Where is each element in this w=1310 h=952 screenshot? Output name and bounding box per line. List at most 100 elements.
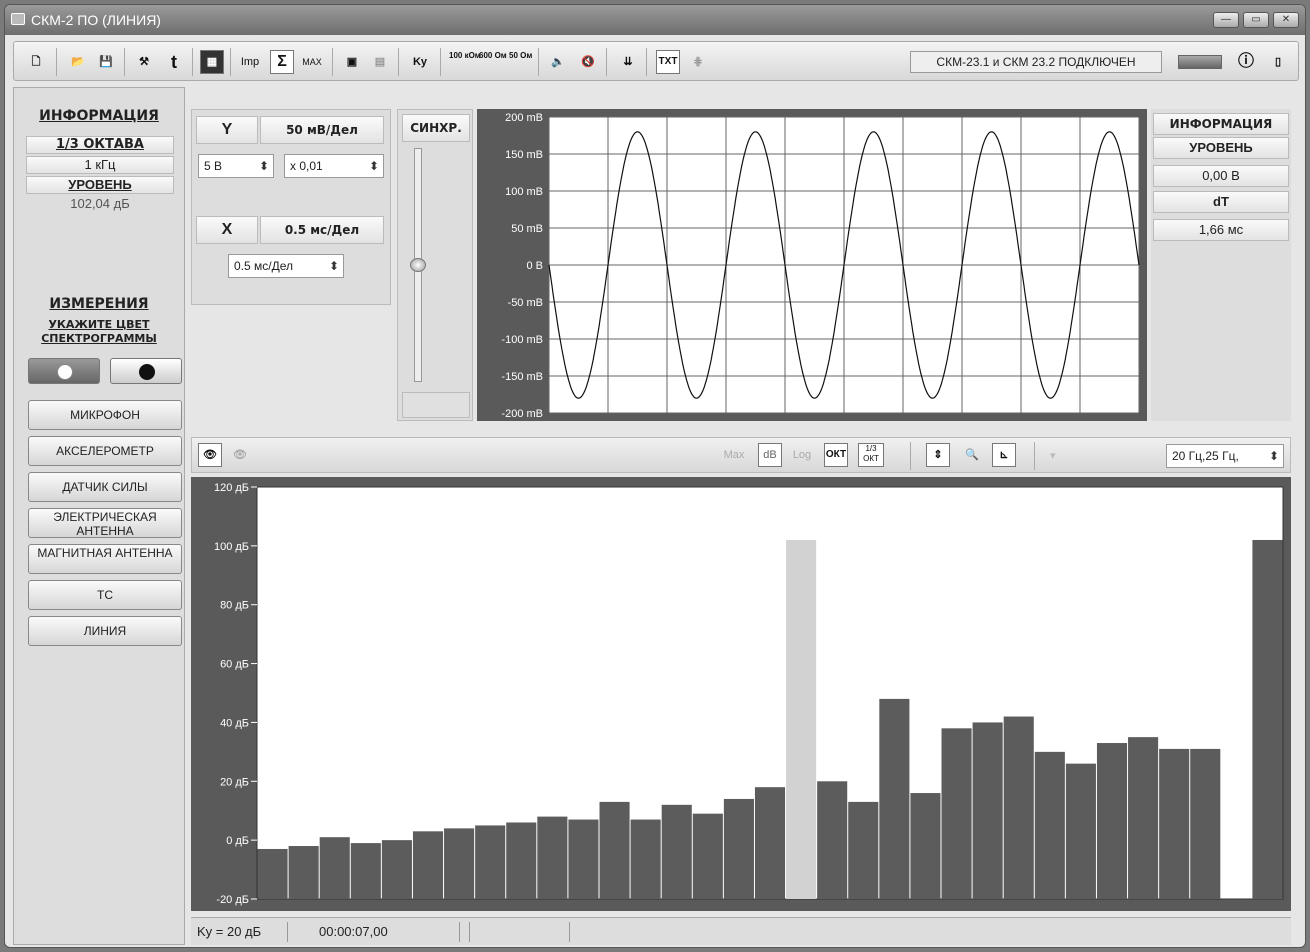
- signal-icon[interactable]: ⋕: [693, 56, 703, 68]
- scope-y-tick-label: -100 mB: [501, 334, 543, 346]
- open-folder-icon[interactable]: 📂: [71, 56, 85, 68]
- right-info-title: ИНФОРМАЦИЯ: [1153, 113, 1289, 135]
- scale-panel: Y 50 мВ/Дел 5 В x 0,01 X 0.5 мс/Дел 0.5 …: [191, 109, 391, 305]
- save-icon[interactable]: 💾: [99, 56, 113, 68]
- app-window: СКМ-2 ПО (ЛИНИЯ) — ▭ ✕ 🗋 📂 💾 ⚒ t ▦ Imp Σ…: [4, 4, 1306, 948]
- close-button[interactable]: ✕: [1273, 12, 1299, 28]
- spectrum-y-tick-label: 60 дБ: [220, 659, 249, 671]
- scope-y-tick-label: 150 mB: [505, 149, 543, 161]
- spectrum-area[interactable]: 120 дБ 100 дБ 80 дБ 60 дБ 40 дБ 20 дБ 0 дБ -20 …: [191, 477, 1291, 911]
- db-button[interactable]: dB: [758, 443, 782, 467]
- speaker-on-icon[interactable]: 🔈: [551, 56, 565, 68]
- t-mode-icon[interactable]: t: [171, 52, 177, 72]
- spectrum-bar: [1003, 716, 1034, 899]
- y-range-select[interactable]: 5 В: [198, 154, 274, 178]
- sigma-button[interactable]: Σ: [270, 50, 294, 74]
- spectrum-bar: [1128, 737, 1159, 899]
- scope-y-tick-label: 50 mB: [511, 223, 543, 235]
- spectrum-bar: [848, 801, 879, 899]
- title-bar: СКМ-2 ПО (ЛИНИЯ) — ▭ ✕: [5, 5, 1305, 35]
- spectrum-bar: [537, 816, 568, 899]
- ky-button[interactable]: Ky: [412, 56, 428, 68]
- spectrum-bar: [1159, 748, 1190, 899]
- vertical-scale-icon[interactable]: ⇕: [926, 443, 950, 467]
- spectrum-max-button[interactable]: Max: [723, 449, 745, 461]
- info-icon[interactable]: ⓘ: [1237, 53, 1254, 70]
- frequency-select[interactable]: 20 Гц,25 Гц,: [1166, 444, 1284, 468]
- source-line-button[interactable]: ЛИНИЯ: [28, 616, 182, 646]
- spectrum-chart: 120 дБ 100 дБ 80 дБ 60 дБ 40 дБ 20 дБ 0 дБ -20 …: [214, 482, 1284, 906]
- sync-slider-handle[interactable]: [410, 258, 426, 272]
- scope-y-tick-label: -50 mB: [508, 297, 543, 309]
- x-scale-label: 0.5 мс/Дел: [260, 216, 384, 244]
- y-multiplier-select[interactable]: x 0,01: [284, 154, 384, 178]
- source-force-sensor-button[interactable]: ДАТЧИК СИЛЫ: [28, 472, 182, 502]
- source-microphone-button[interactable]: МИКРОФОН: [28, 400, 182, 430]
- scope-y-tick-label: 0 B: [526, 260, 543, 272]
- source-electric-antenna-button[interactable]: ЭЛЕКТРИЧЕСКАЯ АНТЕННА: [28, 508, 182, 538]
- scope-y-tick-label: 100 mB: [505, 186, 543, 198]
- app-icon: [11, 13, 25, 25]
- scope-y-tick-label: -150 mB: [501, 371, 543, 383]
- source-ts-button[interactable]: ТС: [28, 580, 182, 610]
- new-file-icon[interactable]: 🗋: [31, 56, 41, 68]
- level-value: 102,04 дБ: [70, 196, 130, 211]
- right-info-panel: ИНФОРМАЦИЯ УРОВЕНЬ 0,00 В dT 1,66 мс: [1151, 109, 1291, 421]
- download-icon[interactable]: ⇊: [623, 56, 633, 68]
- x-scale-select[interactable]: 0.5 мс/Дел: [228, 254, 344, 278]
- x-axis-label: X: [196, 216, 258, 244]
- export-icon[interactable]: ▤: [374, 56, 386, 68]
- max-button[interactable]: MAX: [302, 57, 322, 67]
- spectrum-bar: [910, 793, 941, 899]
- spectrum-bar: [412, 831, 444, 899]
- oscilloscope-icon[interactable]: ▦: [200, 50, 224, 74]
- speaker-mute-icon[interactable]: 🔇: [581, 56, 595, 68]
- eye-disabled-icon[interactable]: 👁: [233, 449, 247, 461]
- screen-icon[interactable]: ▣: [346, 56, 358, 68]
- color-dark-button[interactable]: [110, 358, 182, 384]
- spectrum-bar: [754, 787, 786, 899]
- spectrum-bar: [723, 798, 754, 899]
- zoom-icon[interactable]: 🔍: [965, 449, 979, 461]
- axes-icon[interactable]: ⊾: [992, 443, 1016, 467]
- spectrum-bar: [1065, 763, 1096, 899]
- oscilloscope-area[interactable]: 200 mB 150 mB 100 mB 50 mB 0 B -50 mB -100 mB -…: [477, 109, 1147, 421]
- source-magnetic-antenna-button[interactable]: МАГНИТНАЯ АНТЕННА: [28, 544, 182, 574]
- oscilloscope-chart: 200 mB 150 mB 100 mB 50 mB 0 B -50 mB -100 mB -…: [501, 112, 1140, 420]
- spectrum-bar: [1096, 743, 1128, 899]
- sync-label: СИНХР.: [402, 114, 470, 142]
- status-bar: Ky = 20 дБ 00:00:07,00: [191, 917, 1291, 945]
- spectrum-y-tick-label: 100 дБ: [214, 541, 249, 553]
- ohm600-button[interactable]: 600 Ом: [479, 51, 507, 60]
- color-light-button[interactable]: [28, 358, 100, 384]
- log-button[interactable]: Log: [792, 449, 812, 461]
- spectrum-y-tick-label: 80 дБ: [220, 600, 249, 612]
- minimize-button[interactable]: —: [1213, 12, 1239, 28]
- spectrum-y-tick-label: -20 дБ: [216, 894, 249, 906]
- spectrum-bar: [786, 539, 817, 899]
- spectrum-bar: [319, 837, 350, 899]
- maximize-button[interactable]: ▭: [1243, 12, 1269, 28]
- spectrum-bar: [941, 728, 972, 899]
- txt-button[interactable]: TXT: [656, 50, 680, 74]
- octave-value: 1 кГц: [26, 156, 174, 174]
- ohm100-button[interactable]: 100 кОм: [449, 51, 481, 60]
- right-level-value: 0,00 В: [1153, 165, 1289, 187]
- tools-icon[interactable]: ⚒: [139, 56, 149, 68]
- sync-value-box: [402, 392, 470, 418]
- device-icon[interactable]: ▯: [1274, 56, 1282, 68]
- color-hint-2: СПЕКТРОГРАММЫ: [41, 332, 157, 345]
- spectrum-y-tick-label: 40 дБ: [220, 717, 249, 729]
- battery-icon: [1178, 55, 1222, 69]
- level-label: УРОВЕНЬ: [26, 176, 174, 194]
- info-title: ИНФОРМАЦИЯ: [39, 108, 159, 124]
- sync-panel: СИНХР.: [397, 109, 473, 421]
- source-accelerometer-button[interactable]: АКСЕЛЕРОМЕТР: [28, 436, 182, 466]
- third-okt-button[interactable]: 1/3 ОКТ: [858, 443, 884, 467]
- ohm50-button[interactable]: 50 Ом: [509, 51, 533, 60]
- spectrum-bar: [506, 822, 537, 899]
- imp-button[interactable]: Imp: [240, 56, 260, 68]
- scope-y-tick-label: 200 mB: [505, 112, 543, 124]
- okt-button[interactable]: ОКТ: [824, 443, 848, 467]
- eye-icon[interactable]: 👁: [198, 443, 222, 467]
